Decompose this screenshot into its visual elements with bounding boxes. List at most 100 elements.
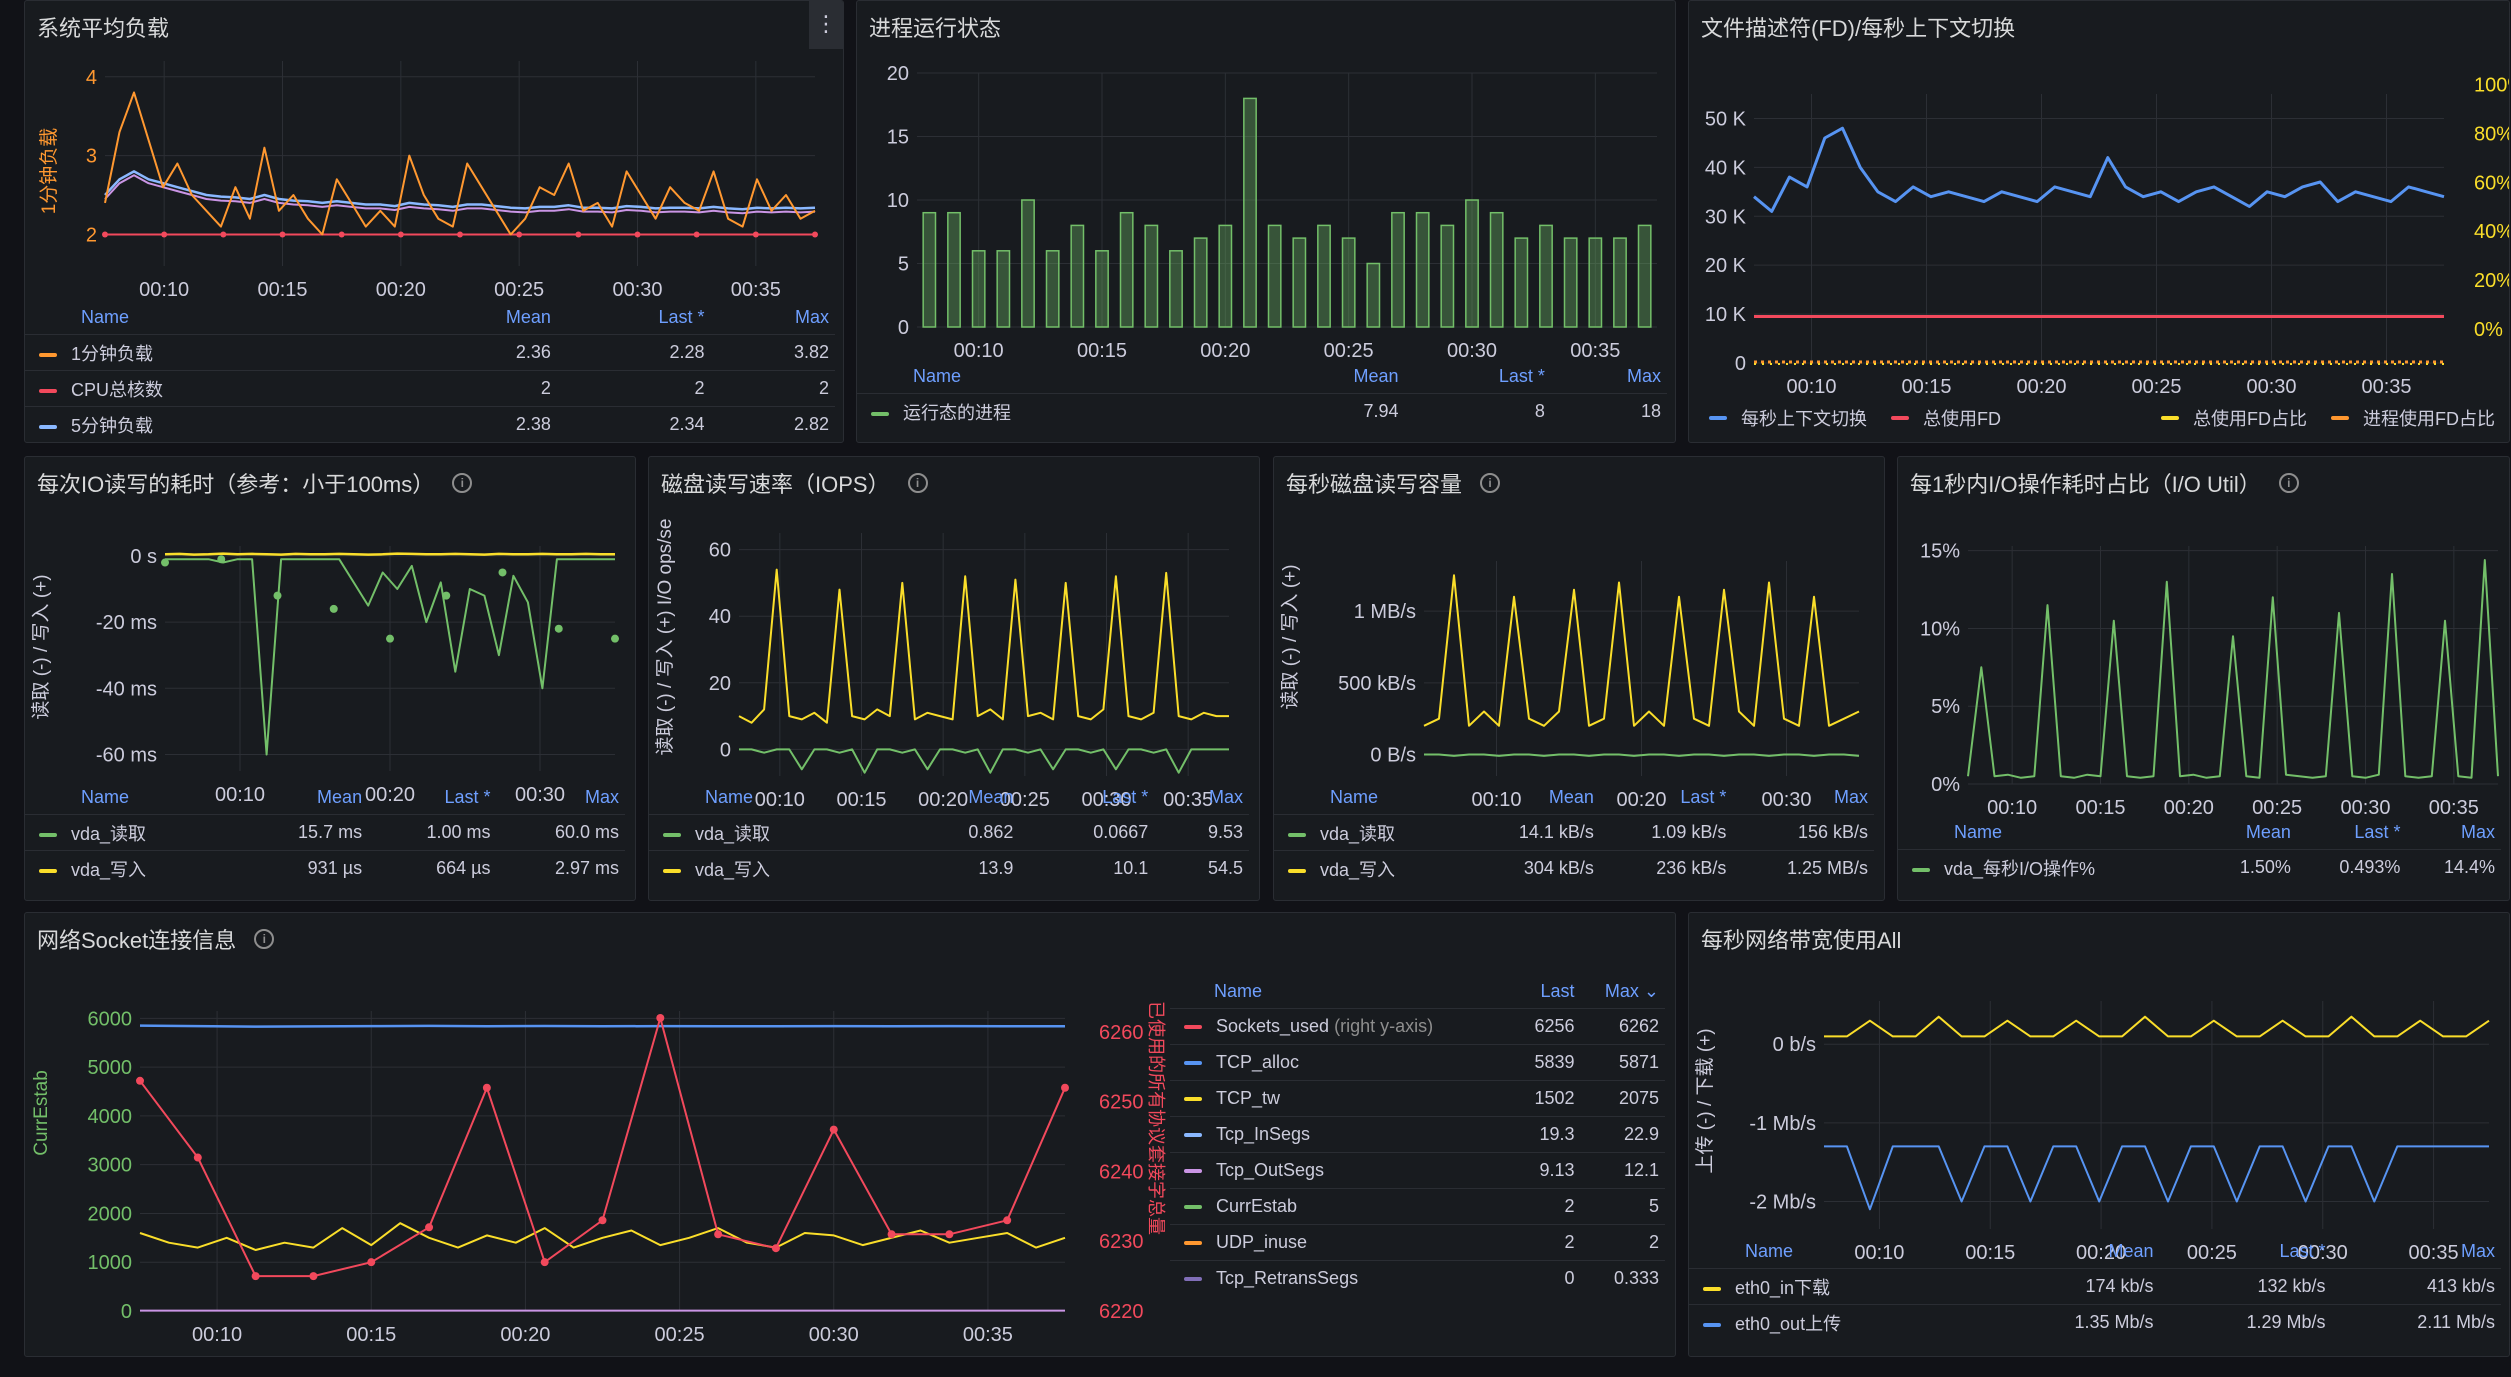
legend-row[interactable]: UDP_inuse 2 2 <box>1170 1224 1665 1261</box>
series-name: 5分钟负载 <box>71 415 154 436</box>
series-swatch <box>1184 1133 1202 1138</box>
legend-row[interactable]: eth0_out上传 1.35 Mb/s 1.29 Mb/s 2.11 Mb/s <box>1689 1304 2501 1340</box>
col-name[interactable]: Name <box>1214 981 1263 1001</box>
col-mean[interactable]: Mean <box>968 787 1014 807</box>
col-max[interactable]: Max <box>584 787 619 807</box>
legend-row[interactable]: 5分钟负载 2.38 2.34 2.82 <box>25 406 835 442</box>
col-mean[interactable]: Mean <box>1353 366 1399 386</box>
panel-title[interactable]: 进程运行状态 <box>869 16 1002 41</box>
bar <box>1292 237 1307 328</box>
panel-menu-icon[interactable]: ⋮ <box>809 1 843 49</box>
legend-row[interactable]: 1分钟负载 2.36 2.28 3.82 <box>25 334 835 371</box>
legend-item[interactable]: 总使用FD占比 <box>2161 405 2307 431</box>
col-mean[interactable]: Mean <box>505 307 551 327</box>
series-name: vda_每秒I/O操作% <box>1944 858 2096 879</box>
legend-list: 每秒上下文切换 总使用FD 总使用FD占比 进程使用FD占比 <box>1709 405 2499 431</box>
col-name[interactable]: Name <box>705 787 754 807</box>
legend-row[interactable]: vda_写入 13.9 10.1 54.5 <box>649 850 1249 886</box>
legend-row[interactable]: CPU总核数 2 2 2 <box>25 370 835 407</box>
panel-title[interactable]: 系统平均负载 <box>37 16 170 41</box>
y-tick-label: 20 <box>709 673 731 695</box>
series-max: 5 <box>1580 1188 1665 1225</box>
col-name[interactable]: Name <box>913 366 962 386</box>
info-icon[interactable]: i <box>452 473 473 493</box>
series-point-sockets-used <box>598 1216 607 1225</box>
series-last: 2.28 <box>556 334 711 371</box>
col-mean[interactable]: Mean <box>2245 822 2291 842</box>
y-tick-label: 500 kB/s <box>1338 673 1416 695</box>
legend-row[interactable]: CurrEstab 2 5 <box>1170 1188 1665 1225</box>
legend-row[interactable]: vda_读取 15.7 ms 1.00 ms 60.0 ms <box>25 814 625 851</box>
col-last[interactable]: Last <box>1540 981 1575 1001</box>
col-last[interactable]: Last * <box>1102 787 1149 807</box>
col-max[interactable]: Max <box>1833 787 1868 807</box>
col-name[interactable]: Name <box>1330 787 1379 807</box>
col-max[interactable]: Max <box>2460 1241 2495 1261</box>
panel-disk-bandwidth: 每秒磁盘读写容量 i 1 MB/s 500 kB/s 0 B/s 00:10 00:20 0… <box>1273 456 1885 901</box>
series-point-cpu <box>161 231 168 238</box>
series-name: Tcp_OutSegs <box>1216 1160 1325 1180</box>
col-last[interactable]: Last * <box>1680 787 1727 807</box>
legend-row[interactable]: TCP_alloc 5839 5871 <box>1170 1044 1665 1081</box>
x-tick-label: 00:30 <box>2246 376 2296 398</box>
col-name[interactable]: Name <box>1954 822 2003 842</box>
series-last: 10.1 <box>1019 850 1155 886</box>
series-name: vda_读取 <box>1320 823 1396 844</box>
legend-row[interactable]: Tcp_RetransSegs 0 0.333 <box>1170 1260 1665 1296</box>
col-mean[interactable]: Mean <box>2108 1241 2154 1261</box>
panel-title[interactable]: 每次IO读写的耗时（参考：小于100ms） i <box>37 467 473 499</box>
legend-row[interactable]: TCP_tw 1502 2075 <box>1170 1080 1665 1117</box>
col-mean[interactable]: Mean <box>1548 787 1594 807</box>
panel-title[interactable]: 每1秒内I/O操作耗时占比（I/O Util） i <box>1910 467 2299 499</box>
col-max[interactable]: Max <box>1208 787 1243 807</box>
series-mean: 13.9 <box>904 850 1020 886</box>
col-name[interactable]: Name <box>1745 1241 1794 1261</box>
panel-title[interactable]: 每秒网络带宽使用All <box>1701 928 1902 953</box>
legend-row[interactable]: Sockets_used (right y-axis) 6256 6262 <box>1170 1008 1665 1045</box>
legend-row[interactable]: Tcp_OutSegs 9.13 12.1 <box>1170 1152 1665 1189</box>
legend-row[interactable]: vda_写入 931 µs 664 µs 2.97 ms <box>25 850 625 886</box>
series-point-read <box>161 558 169 567</box>
series-last: 664 µs <box>368 850 497 886</box>
panel-title[interactable]: 磁盘读写速率（IOPS） i <box>661 467 928 499</box>
col-name[interactable]: Name <box>81 307 130 327</box>
legend-row[interactable]: vda_读取 0.862 0.0667 9.53 <box>649 814 1249 851</box>
col-mean[interactable]: Mean <box>317 787 363 807</box>
info-icon[interactable]: i <box>2278 473 2299 493</box>
col-last[interactable]: Last * <box>658 307 705 327</box>
info-icon[interactable]: i <box>1480 473 1501 493</box>
legend-row[interactable]: vda_每秒I/O操作% 1.50% 0.493% 14.4% <box>1898 849 2501 885</box>
legend-row[interactable]: 运行态的进程 7.94 8 18 <box>857 393 1667 429</box>
col-last[interactable]: Last * <box>444 787 491 807</box>
bar <box>1218 224 1233 328</box>
panel-title[interactable]: 网络Socket连接信息 i <box>37 923 275 955</box>
legend-row[interactable]: eth0_in下载 174 kb/s 132 kb/s 413 kb/s <box>1689 1268 2501 1305</box>
legend-item[interactable]: 总使用FD <box>1891 405 2001 431</box>
series-swatch <box>663 832 681 837</box>
col-max[interactable]: Max <box>1626 366 1661 386</box>
legend-row[interactable]: vda_读取 14.1 kB/s 1.09 kB/s 156 kB/s <box>1274 814 1874 851</box>
col-name[interactable]: Name <box>81 787 130 807</box>
info-icon[interactable]: i <box>907 473 928 493</box>
legend-item[interactable]: 进程使用FD占比 <box>2331 405 2495 431</box>
col-last[interactable]: Last * <box>2279 1241 2326 1261</box>
col-max[interactable]: Max <box>794 307 829 327</box>
col-last[interactable]: Last * <box>1498 366 1545 386</box>
y-tick-label: 60 <box>709 540 731 562</box>
y-tick-label: -60 ms <box>96 744 157 766</box>
series-last: 236 kB/s <box>1599 850 1733 886</box>
series-swatch <box>39 868 57 873</box>
col-max[interactable]: Max <box>2460 822 2495 842</box>
series-last: 1.00 ms <box>368 814 497 851</box>
col-last[interactable]: Last * <box>2354 822 2401 842</box>
legend-row[interactable]: Tcp_InSegs 19.3 22.9 <box>1170 1116 1665 1153</box>
info-icon[interactable]: i <box>254 929 275 949</box>
legend-row[interactable]: vda_写入 304 kB/s 236 kB/s 1.25 MB/s <box>1274 850 1874 886</box>
col-max[interactable]: Max ⌄ <box>1604 981 1659 1001</box>
panel-title[interactable]: 每秒磁盘读写容量 i <box>1286 467 1501 499</box>
y-tick-label: -20 ms <box>96 612 157 634</box>
legend-item[interactable]: 每秒上下文切换 <box>1709 405 1867 431</box>
panel-title[interactable]: 文件描述符(FD)/每秒上下文切换 <box>1701 16 2016 41</box>
series-name: 进程使用FD占比 <box>2363 409 2495 429</box>
